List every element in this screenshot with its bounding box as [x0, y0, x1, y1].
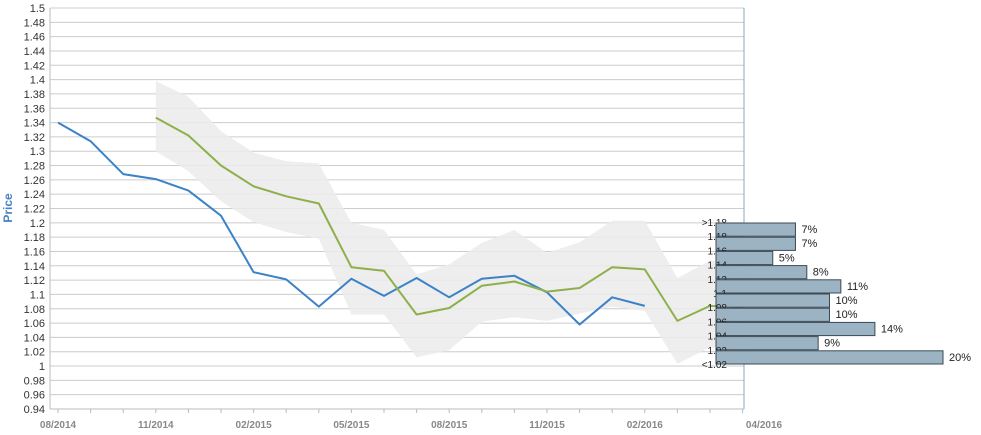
y-tick-label: 1.48	[24, 17, 45, 29]
x-tick-label: 02/2016	[627, 420, 664, 431]
distribution-bars: >1.187%1.187%1.165%1.148%1.1211%1.110%1.…	[702, 218, 972, 371]
y-tick-label: 1.04	[24, 332, 45, 344]
y-tick-label: 1.26	[24, 175, 45, 187]
y-tick-label: 1.38	[24, 89, 45, 101]
forecast-band	[155, 81, 743, 364]
y-tick-label: 1.34	[24, 118, 45, 130]
x-tick-label: 02/2015	[236, 420, 273, 431]
distribution-percent-label: 10%	[836, 295, 858, 307]
y-tick-label: 1.46	[24, 32, 45, 44]
distribution-percent-label: 7%	[801, 224, 817, 236]
distribution-bar	[715, 350, 944, 365]
distribution-bar	[715, 265, 808, 280]
distribution-bar	[715, 307, 830, 322]
y-tick-label: 1.42	[24, 60, 45, 72]
y-tick-label: 1.5	[30, 3, 45, 15]
distribution-percent-label: 11%	[847, 281, 868, 293]
y-tick-label: 1.18	[24, 232, 45, 244]
y-tick-label: 0.96	[24, 390, 45, 402]
y-tick-label: 0.98	[24, 375, 45, 387]
y-tick-label: 1.06	[24, 318, 45, 330]
distribution-percent-label: 20%	[949, 352, 971, 364]
y-tick-label: 1.4	[30, 75, 45, 87]
distribution-bar	[715, 279, 842, 294]
forecast-price-line	[155, 116, 743, 322]
y-tick-label: 1.36	[24, 103, 45, 115]
x-tick-label: 05/2015	[333, 420, 370, 431]
distribution-bin-label: >1.18	[702, 218, 728, 229]
y-tick-label: 1.1	[30, 289, 45, 301]
y-tick-label: 1.08	[24, 304, 45, 316]
distribution-bar	[715, 236, 796, 251]
y-tick-label: 1.32	[24, 132, 45, 144]
distribution-bar	[715, 321, 876, 337]
y-tick-label: 1.3	[30, 146, 45, 158]
y-tick-label: 1.24	[24, 189, 45, 201]
distribution-percent-label: 5%	[779, 252, 795, 264]
distribution-percent-label: 7%	[801, 238, 817, 250]
x-tick-label: 11/2015	[529, 420, 565, 431]
distribution-bar	[715, 293, 830, 308]
distribution-bar	[715, 222, 796, 237]
y-tick-label: 1.16	[24, 246, 45, 258]
y-tick-label: 1.2	[30, 218, 45, 230]
y-tick-label: 1.12	[24, 275, 45, 287]
distribution-bar	[715, 250, 774, 266]
x-tick-label: 04/2016	[746, 420, 783, 431]
x-tick-label: 08/2015	[431, 420, 468, 431]
gridlines	[50, 7, 744, 410]
distribution-percent-label: 9%	[824, 338, 840, 350]
y-tick-label: 0.94	[24, 404, 45, 416]
distribution-bar	[715, 336, 819, 351]
y-tick-label: 1	[39, 361, 45, 373]
y-tick-label: 1.44	[24, 46, 45, 58]
distribution-percent-label: 10%	[836, 309, 858, 321]
x-tick-label: 08/2014	[40, 420, 77, 431]
distribution-percent-label: 8%	[813, 267, 829, 279]
y-tick-label: 1.28	[24, 161, 45, 173]
distribution-percent-label: 14%	[881, 323, 903, 335]
y-tick-label: 1.02	[24, 347, 45, 359]
x-tick-label: 11/2014	[138, 420, 174, 431]
y-tick-label: 1.22	[24, 204, 45, 216]
series-lines	[57, 116, 743, 326]
axes: 0.94 0.96 0.98 1 1.02 1.04 1.06 1.08 1.1 1.12 1.14…	[24, 3, 783, 431]
y-tick-label: 1.14	[24, 261, 45, 273]
confidence-band	[155, 81, 743, 364]
distribution-bin-label: <1.02	[702, 360, 728, 371]
y-axis-label: Price	[1, 193, 15, 223]
